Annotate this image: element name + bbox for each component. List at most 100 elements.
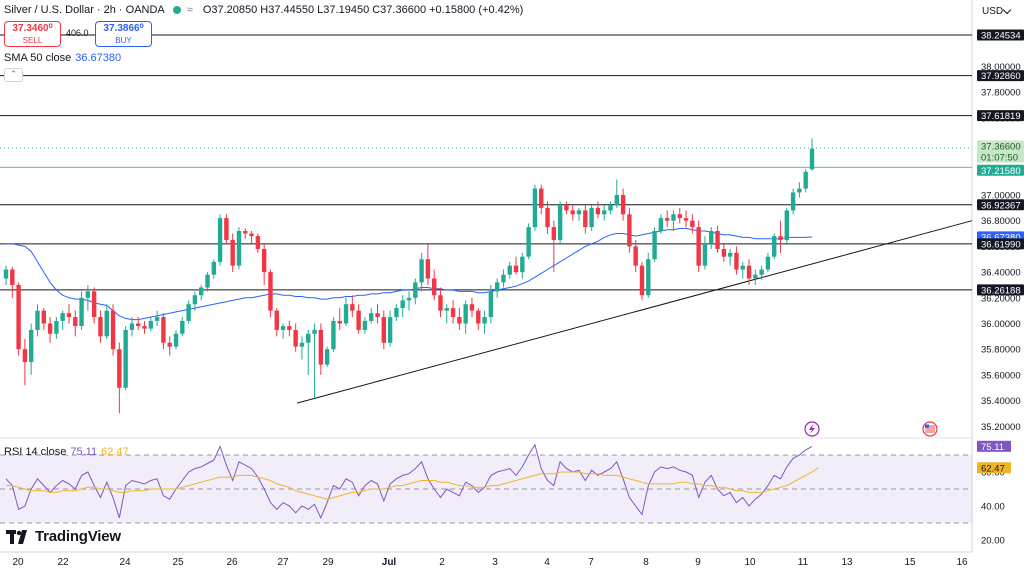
- price-label-text: 37.21580: [981, 166, 1021, 177]
- candle-body: [790, 192, 796, 211]
- sma-legend[interactable]: SMA 50 close 36.67380: [4, 52, 121, 64]
- price-label-text: 37.92860: [981, 71, 1021, 82]
- tradingview-logo[interactable]: TradingView: [6, 528, 121, 545]
- price-label-text: 36.67380: [981, 232, 1021, 243]
- candle-body: [136, 323, 141, 327]
- candle-body: [671, 214, 676, 221]
- candle-body: [444, 308, 449, 311]
- time-tick-label: 9: [695, 557, 701, 568]
- candle-body: [664, 218, 670, 221]
- market-open-icon: [172, 6, 181, 14]
- candle-body: [287, 326, 292, 330]
- candle-body: [406, 297, 412, 301]
- candle-body: [104, 310, 109, 337]
- candle-body: [753, 274, 758, 279]
- buy-price: 37.3866⁰: [103, 23, 144, 34]
- candle-body: [161, 317, 166, 343]
- buy-label: BUY: [115, 36, 132, 45]
- rsi-value-box: [977, 440, 1011, 452]
- price-tick-label: 36.00000: [981, 319, 1021, 330]
- horizontal-levels: [0, 34, 973, 404]
- candle-body: [576, 210, 582, 215]
- candle-body: [797, 188, 802, 193]
- collapse-legend-button[interactable]: ⌃: [4, 68, 23, 82]
- candle-body: [639, 265, 645, 296]
- time-tick-label: 26: [226, 557, 238, 568]
- candle-body: [205, 274, 210, 288]
- candle-body: [167, 342, 172, 347]
- candle-body: [10, 269, 15, 285]
- candle-body: [73, 317, 78, 327]
- price-tick-label: 35.80000: [981, 345, 1021, 356]
- event-icons: [804, 421, 938, 437]
- candle-body: [652, 230, 657, 260]
- rsi-legend[interactable]: RSI 14 close 75.11 62.47: [4, 446, 129, 458]
- spread-value: 406.0: [66, 28, 89, 38]
- time-tick-label: 8: [643, 557, 649, 568]
- candle-body: [154, 317, 160, 321]
- candle-body: [526, 227, 531, 257]
- candle-body: [148, 320, 154, 329]
- candle-body: [217, 218, 223, 262]
- candle-body: [47, 323, 53, 334]
- candle-body: [476, 310, 481, 324]
- price-axis: 38.0000037.8000037.6000037.4000037.20000…: [977, 29, 1024, 547]
- candle-body: [539, 188, 544, 208]
- candle-body: [375, 313, 380, 318]
- candle-body: [362, 320, 368, 330]
- candle-body: [595, 207, 601, 215]
- candle-body: [438, 295, 443, 311]
- time-tick-label: 10: [744, 557, 756, 568]
- sell-price: 37.3460⁰: [12, 23, 53, 34]
- price-label-text: 37.61819: [981, 111, 1021, 122]
- price-label-text: 36.92367: [981, 200, 1021, 211]
- time-tick-label: 13: [841, 557, 853, 568]
- candle-body: [532, 188, 538, 228]
- symbol-title[interactable]: Silver / U.S. Dollar · 2h · OANDA: [4, 4, 165, 16]
- price-tick-label: 35.40000: [981, 396, 1021, 407]
- buy-button[interactable]: 37.3866⁰ BUY: [95, 21, 152, 47]
- symbol-header: Silver / U.S. Dollar · 2h · OANDA ≈ O37.…: [4, 2, 523, 18]
- us-flag-icon: [922, 421, 938, 437]
- candle-body: [520, 256, 525, 273]
- trendline: [296, 220, 973, 404]
- candle-body: [343, 304, 349, 324]
- candle-body: [261, 248, 267, 273]
- candle-body: [809, 148, 815, 170]
- candle-body: [306, 333, 311, 343]
- candle-body: [608, 205, 613, 211]
- candle-body: [331, 320, 336, 350]
- time-tick-label: 16: [956, 557, 968, 568]
- price-tick-label: 36.40000: [981, 268, 1021, 279]
- candle-body: [98, 317, 103, 337]
- candle-body: [293, 329, 298, 347]
- candle-body: [79, 297, 84, 327]
- candle-body: [230, 239, 235, 266]
- candle-body: [192, 295, 198, 305]
- candle-body: [431, 278, 437, 296]
- candle-body: [557, 205, 563, 240]
- rsi-panel: [0, 443, 972, 524]
- candle-body: [740, 265, 745, 270]
- us-flag-icon-circle: [922, 421, 938, 437]
- sma-layer: [6, 227, 813, 321]
- price-label-box: [977, 140, 1024, 152]
- candle-body: [727, 252, 733, 257]
- sell-button[interactable]: 37.3460⁰ SELL: [4, 21, 61, 47]
- currency-selector[interactable]: USD: [982, 6, 1004, 17]
- candle-body: [268, 272, 273, 311]
- rsi-ma-line: [6, 467, 819, 500]
- candle-body: [425, 259, 431, 279]
- sma-label: SMA 50 close: [4, 52, 72, 64]
- time-tick-label: 15: [904, 557, 916, 568]
- rsi-ma-value: 62.47: [101, 446, 129, 458]
- candle-body: [778, 236, 783, 240]
- candle-body: [173, 333, 179, 347]
- candle-body: [180, 320, 185, 334]
- candle-body: [759, 269, 764, 275]
- candle-body: [469, 304, 475, 311]
- ohlc-values: O37.20850 H37.44550 L37.19450 C37.36600 …: [202, 4, 524, 16]
- price-tick-label: 36.80000: [981, 216, 1021, 227]
- time-tick-label: 29: [322, 557, 334, 568]
